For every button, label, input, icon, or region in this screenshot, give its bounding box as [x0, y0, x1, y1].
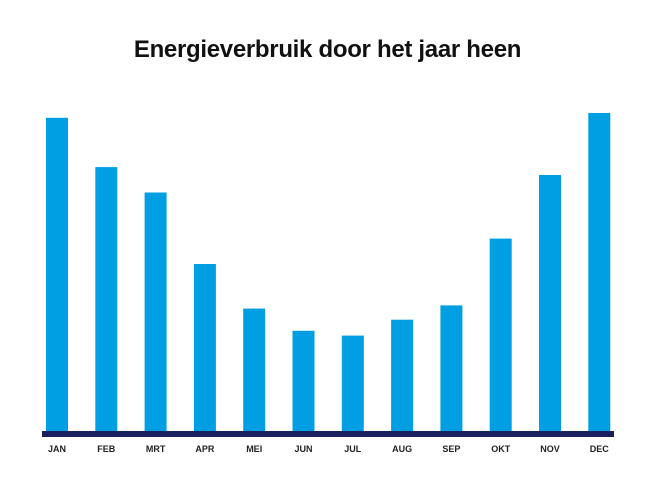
bar-sep	[440, 305, 463, 431]
x-axis-baseline	[42, 431, 614, 437]
x-tick-label-jul: JUL	[344, 444, 362, 454]
bar-mei	[243, 308, 266, 431]
bar-jan	[46, 117, 68, 432]
x-tick-label-dec: DEC	[590, 444, 610, 454]
x-tick-label-nov: NOV	[540, 444, 560, 454]
bar-mrt	[144, 192, 167, 431]
x-tick-label-jan: JAN	[48, 444, 66, 454]
x-tick-label-mrt: MRT	[146, 444, 166, 454]
x-tick-label-mei: MEI	[246, 444, 262, 454]
bar-okt	[489, 238, 512, 431]
chart-title: Energieverbruik door het jaar heen	[133, 36, 522, 63]
bars-group	[46, 113, 611, 432]
x-tick-label-sep: SEP	[442, 444, 460, 454]
bar-jul	[341, 335, 364, 431]
x-tick-label-aug: AUG	[392, 444, 412, 454]
bar-jun	[292, 330, 315, 431]
x-tick-label-feb: FEB	[97, 444, 116, 454]
bar-feb	[95, 167, 118, 431]
x-tick-label-apr: APR	[195, 444, 215, 454]
x-tick-labels: JAN FEB MRT APR MEI JUN JUL AUG SEP OKT NOV DEC	[48, 444, 609, 454]
bar-dec	[588, 113, 611, 431]
bar-aug	[391, 319, 414, 431]
x-tick-label-okt: OKT	[491, 444, 511, 454]
bar-apr	[193, 264, 216, 431]
x-tick-label-jun: JUN	[294, 444, 312, 454]
bar-nov	[539, 175, 561, 431]
